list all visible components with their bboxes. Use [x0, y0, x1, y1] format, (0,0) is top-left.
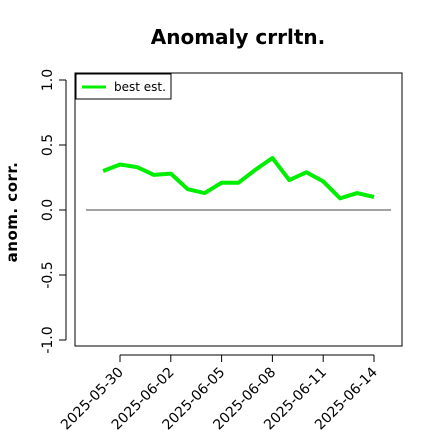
y-tick-label: 0.0	[40, 199, 56, 221]
y-tick-label: -0.5	[40, 261, 56, 288]
y-tick-label: 0.5	[40, 134, 56, 156]
y-tick-label: -1.0	[40, 326, 56, 353]
plot-frame	[74, 72, 403, 347]
y-tick-label: 1.0	[40, 69, 56, 91]
series-line	[102, 156, 375, 201]
y-axis-label: anom. corr.	[3, 162, 21, 263]
chart-title: Anomaly crrltn.	[151, 25, 325, 49]
legend-label: best est.	[114, 80, 166, 94]
y-axis-ticks: -1.0 -0.5 0.0 0.5 1.0	[40, 69, 66, 354]
x-axis-ticks: 2025-05-302025-06-022025-06-052025-06-08…	[58, 355, 381, 433]
legend: best est.	[75, 73, 172, 100]
series-group	[102, 156, 375, 201]
